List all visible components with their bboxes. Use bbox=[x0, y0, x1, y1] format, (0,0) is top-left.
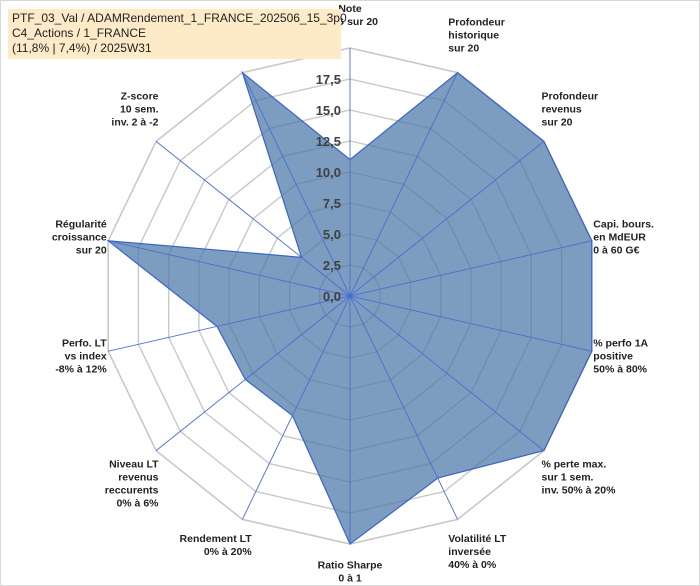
axis-label-10-line-0: Perfo. LT bbox=[62, 338, 107, 350]
axis-label-1-line-1: historique bbox=[448, 29, 499, 41]
spoke-3 bbox=[349, 240, 592, 297]
axis-label-11-line-0: Régularité bbox=[55, 218, 107, 230]
spoke-1 bbox=[349, 72, 459, 297]
axis-label-7: Ratio Sharpe 0 à 1 bbox=[318, 560, 383, 585]
axis-label-6-line-2: 40% à 0% bbox=[448, 559, 497, 571]
axis-label-2-line-1: revenus bbox=[542, 104, 582, 116]
chart-title-box: PTF_03_Val / ADAMRendement_1_FRANCE_2025… bbox=[8, 9, 347, 59]
spoke-5 bbox=[349, 295, 545, 451]
axis-label-2-line-0: Profondeur bbox=[542, 91, 599, 103]
axis-label-6-line-1: inversée bbox=[448, 546, 491, 558]
axis-label-6: Volatilité LT inversée 40% à 0% bbox=[448, 533, 507, 571]
chart-title-line-3: (11,8% | 7,4%) / 2025W31 bbox=[12, 41, 152, 55]
chart-title-line-2: C4_Actions / 1_FRANCE bbox=[12, 26, 147, 40]
axis-label-2-line-2: sur 20 bbox=[542, 117, 573, 129]
tick-label-6: 15,0 bbox=[316, 103, 341, 118]
axis-label-3: Capi. bours. en MdEUR 0 à 60 G€ bbox=[593, 218, 654, 256]
tick-label-0: 0,0 bbox=[323, 289, 341, 304]
axis-label-12-line-0: Z-score bbox=[121, 91, 159, 103]
radar-axis-labels: Note ESG sur 20 Profondeur historique sur 20… bbox=[52, 3, 654, 585]
axis-label-11: Régularité croissance sur 20 bbox=[52, 218, 107, 256]
spoke-12 bbox=[155, 141, 351, 297]
axis-label-4: % perfo 1A positive 50% à 80% bbox=[593, 338, 648, 376]
axis-label-8-line-1: 0% à 20% bbox=[204, 546, 253, 558]
axis-label-5-line-1: sur 1 sem. bbox=[542, 472, 594, 484]
axis-label-1-line-2: sur 20 bbox=[448, 42, 479, 54]
spoke-2 bbox=[349, 141, 545, 297]
axis-label-12: Z-score 10 sem. inv. 2 à -2 bbox=[111, 91, 158, 129]
radar-spokes bbox=[108, 48, 592, 544]
axis-label-0-line-0: Note bbox=[338, 3, 361, 15]
tick-label-5: 12,5 bbox=[316, 134, 341, 149]
axis-label-6-line-0: Volatilité LT bbox=[448, 533, 507, 545]
axis-label-9-line-3: 0% à 6% bbox=[116, 498, 159, 510]
axis-label-1-line-0: Profondeur bbox=[448, 16, 505, 28]
tick-label-1: 2,5 bbox=[323, 258, 341, 273]
axis-label-5: % perte max. sur 1 sem. inv. 50% à 20% bbox=[542, 459, 617, 497]
axis-label-3-line-2: 0 à 60 G€ bbox=[593, 244, 639, 256]
radar-tick-labels: 0,02,55,07,510,012,515,017,520,0 bbox=[316, 41, 341, 304]
axis-label-10-line-2: -8% à 12% bbox=[55, 364, 107, 376]
axis-label-5-line-0: % perte max. bbox=[542, 459, 607, 471]
axis-label-8-line-0: Rendement LT bbox=[180, 533, 253, 545]
axis-label-11-line-1: croissance bbox=[52, 231, 107, 243]
axis-label-11-line-2: sur 20 bbox=[76, 244, 107, 256]
axis-label-12-line-2: inv. 2 à -2 bbox=[111, 117, 158, 129]
tick-label-3: 7,5 bbox=[323, 196, 341, 211]
chart-title-line-1: PTF_03_Val / ADAMRendement_1_FRANCE_2025… bbox=[12, 11, 347, 25]
spoke-8 bbox=[241, 295, 351, 520]
axis-label-9-line-0: Niveau LT bbox=[109, 459, 159, 471]
axis-label-5-line-2: inv. 50% à 20% bbox=[542, 485, 617, 497]
spoke-9 bbox=[155, 295, 351, 451]
tick-label-4: 10,0 bbox=[316, 165, 341, 180]
axis-label-1: Profondeur historique sur 20 bbox=[448, 16, 505, 54]
axis-label-10-line-1: vs index bbox=[65, 351, 107, 363]
axis-label-9: Niveau LT revenus reccurents 0% à 6% bbox=[105, 459, 159, 510]
axis-label-8: Rendement LT 0% à 20% bbox=[180, 533, 253, 558]
spoke-4 bbox=[349, 295, 592, 352]
axis-label-2: Profondeur revenus sur 20 bbox=[542, 91, 599, 129]
axis-label-7-line-1: 0 à 1 bbox=[338, 573, 362, 585]
spoke-10 bbox=[108, 295, 351, 352]
axis-label-3-line-0: Capi. bours. bbox=[593, 218, 654, 230]
axis-label-4-line-2: 50% à 80% bbox=[593, 364, 647, 376]
axis-label-4-line-0: % perfo 1A bbox=[593, 338, 648, 350]
axis-label-3-line-1: en MdEUR bbox=[593, 231, 646, 243]
spoke-11 bbox=[108, 240, 351, 297]
axis-label-9-line-1: revenus bbox=[118, 472, 158, 484]
axis-label-12-line-1: 10 sem. bbox=[120, 104, 159, 116]
spoke-6 bbox=[349, 295, 459, 520]
axis-label-10: Perfo. LT vs index -8% à 12% bbox=[55, 338, 107, 376]
tick-label-2: 5,0 bbox=[323, 227, 341, 242]
tick-label-7: 17,5 bbox=[316, 72, 341, 87]
axis-label-7-line-0: Ratio Sharpe bbox=[318, 560, 383, 572]
axis-label-9-line-2: reccurents bbox=[105, 485, 159, 497]
spoke-13 bbox=[241, 72, 351, 297]
axis-label-4-line-1: positive bbox=[593, 351, 633, 363]
